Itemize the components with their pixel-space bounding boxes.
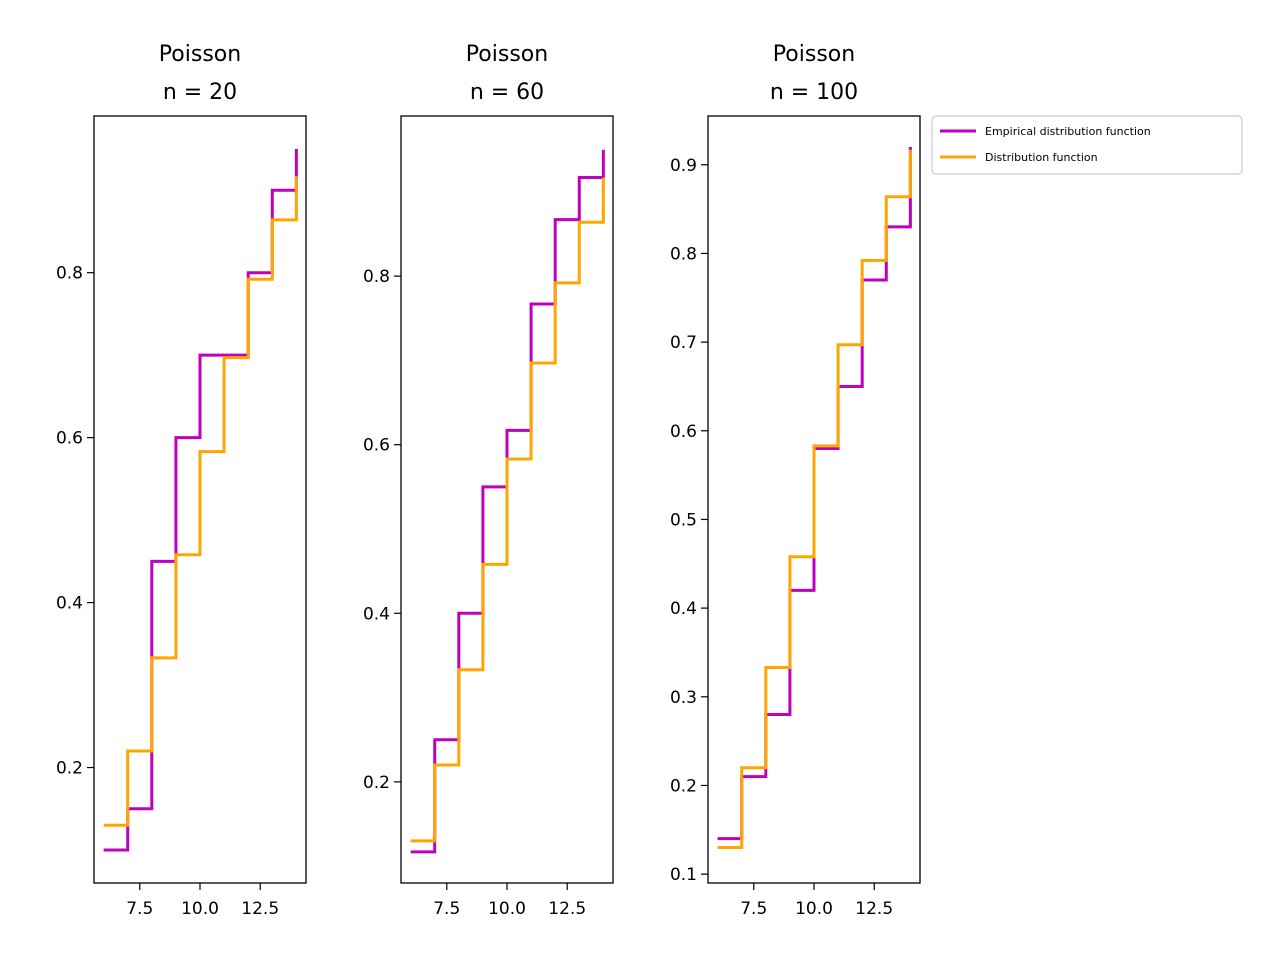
x-tick-label: 12.5 [855, 899, 893, 919]
legend-label: Distribution function [985, 151, 1098, 164]
chart-panel-3: 0.1 0.2 0.3 0.4 0.5 0.6 0.7 0.8 0.9 7.5 10.0 12.5 Po… [670, 42, 921, 919]
x-tick-label: 12.5 [548, 899, 586, 919]
y-tick-label: 0.9 [670, 156, 697, 176]
chart-title-line-2: n = 60 [470, 80, 544, 105]
legend-box [931, 115, 1243, 175]
chart-title-line-1: Poisson [159, 42, 241, 67]
theoretical-cdf-line [103, 176, 298, 827]
theoretical-cdf-line [717, 149, 912, 850]
y-tick-label: 0.2 [56, 759, 83, 779]
chart-panel-1: 0.2 0.4 0.6 0.8 7.5 10.0 12.5 Poisson n = 20 [56, 42, 307, 919]
y-tick-label: 0.4 [56, 594, 83, 614]
y-tick-label: 0.6 [56, 429, 83, 449]
x-tick-label: 10.0 [488, 899, 526, 919]
y-tick-label: 0.8 [670, 244, 697, 264]
y-tick-label: 0.2 [363, 773, 390, 793]
y-tick-label: 0.4 [670, 599, 697, 619]
y-tick-label: 0.6 [363, 436, 390, 456]
y-tick-label: 0.7 [670, 333, 697, 353]
y-tick-label: 0.3 [670, 688, 697, 708]
chart-title-line-2: n = 20 [163, 80, 237, 105]
empirical-cdf-line [410, 149, 605, 854]
legend: Empirical distribution function Distribut… [931, 115, 1243, 175]
y-tick-label: 0.8 [363, 267, 390, 287]
y-tick-label: 0.6 [670, 422, 697, 442]
x-tick-label: 10.0 [795, 899, 833, 919]
chart-title-line-1: Poisson [466, 42, 548, 67]
y-tick-label: 0.8 [56, 264, 83, 284]
x-tick-label: 7.5 [433, 899, 460, 919]
x-tick-label: 12.5 [241, 899, 279, 919]
chart-title-line-2: n = 100 [770, 80, 858, 105]
y-tick-label: 0.4 [363, 604, 390, 624]
y-tick-label: 0.1 [670, 865, 697, 885]
y-tick-label: 0.5 [670, 510, 697, 530]
chart-panel-2: 0.2 0.4 0.6 0.8 7.5 10.0 12.5 Poisson n = 60 [363, 42, 614, 919]
legend-label: Empirical distribution function [985, 125, 1151, 138]
theoretical-cdf-line [410, 177, 605, 843]
y-tick-label: 0.2 [670, 776, 697, 796]
chart-title-line-1: Poisson [773, 42, 855, 67]
x-tick-label: 10.0 [181, 899, 219, 919]
x-tick-label: 7.5 [126, 899, 153, 919]
x-tick-label: 7.5 [740, 899, 767, 919]
